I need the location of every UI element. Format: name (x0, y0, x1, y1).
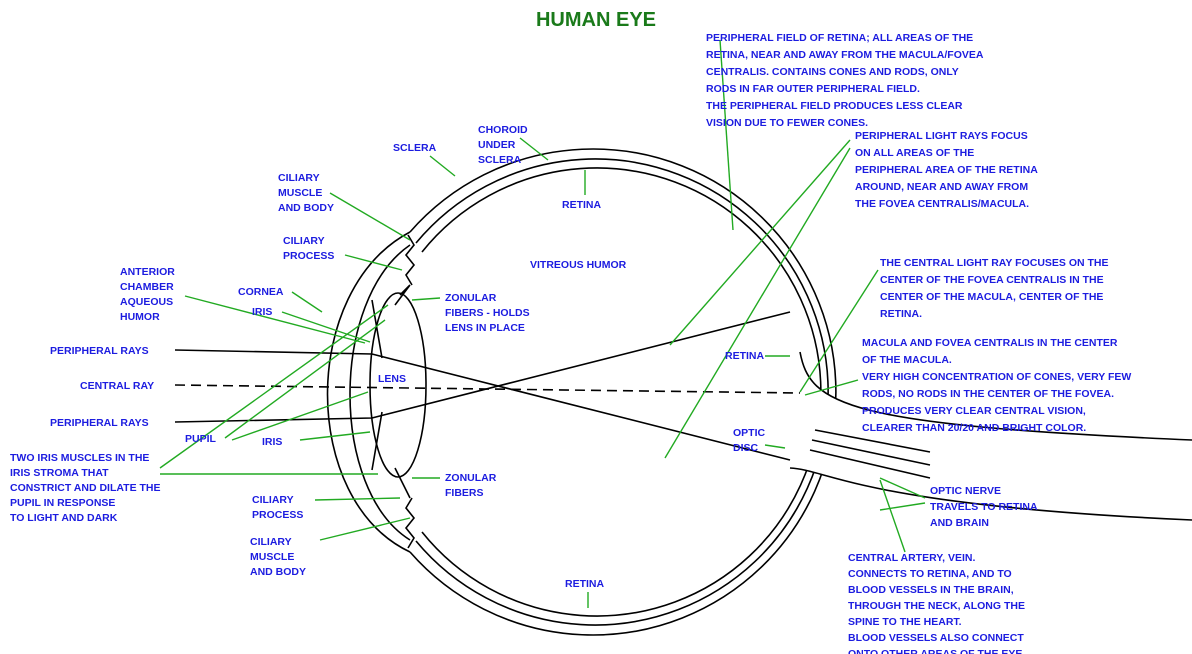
label: VISION DUE TO FEWER CONES. (706, 117, 868, 129)
label: CENTER OF THE MACULA, CENTER OF THE (880, 291, 1103, 303)
label: MUSCLE (278, 187, 322, 199)
label: CILIARY (250, 536, 292, 548)
label: OPTIC NERVE (930, 485, 1001, 497)
label: CLEARER THAN 20/20 AND BRIGHT COLOR. (862, 422, 1086, 434)
label: LENS IN PLACE (445, 322, 525, 334)
label: PUPIL IN RESPONSE (10, 497, 115, 509)
label: CHOROID (478, 124, 528, 136)
retina (422, 168, 821, 616)
label: TO LIGHT AND DARK (10, 512, 118, 524)
label: FIBERS (445, 487, 484, 499)
label: IRIS (262, 436, 282, 448)
label: VITREOUS HUMOR (530, 259, 627, 271)
label: CHAMBER (120, 281, 174, 293)
label: AROUND, NEAR AND AWAY FROM (855, 181, 1028, 193)
ciliary-body (406, 235, 414, 548)
cornea-inner (350, 245, 410, 540)
label: MACULA AND FOVEA CENTRALIS IN THE CENTER (862, 337, 1118, 349)
label: ZONULAR (445, 472, 497, 484)
label: PERIPHERAL FIELD OF RETINA; ALL AREAS OF… (706, 32, 973, 44)
label: CILIARY (252, 494, 294, 506)
label: HUMOR (120, 311, 160, 323)
label: AND BODY (278, 202, 334, 214)
label: RODS IN FAR OUTER PERIPHERAL FIELD. (706, 83, 920, 95)
label: ONTO OTHER AREAS OF THE EYE. (848, 648, 1025, 654)
label: PROCESS (283, 250, 334, 262)
title: HUMAN EYE (536, 9, 656, 31)
label: FIBERS - HOLDS (445, 307, 530, 319)
label: PERIPHERAL LIGHT RAYS FOCUS (855, 130, 1028, 142)
label: THE PERIPHERAL FIELD PRODUCES LESS CLEAR (706, 100, 963, 112)
label: THE FOVEA CENTRALIS/MACULA. (855, 198, 1029, 210)
label: RETINA (562, 199, 602, 211)
lens (370, 293, 426, 477)
label: SCLERA (393, 142, 437, 154)
label: IRIS STROMA THAT (10, 467, 109, 479)
label: PROCESS (252, 509, 303, 521)
label: CENTRAL ARTERY, VEIN. (848, 552, 975, 564)
label: AND BODY (250, 566, 306, 578)
label: CORNEA (238, 286, 284, 298)
label: AND BRAIN (930, 517, 989, 529)
label: AQUEOUS (120, 296, 173, 308)
label: DISC (733, 442, 759, 454)
label: PERIPHERAL RAYS (50, 417, 149, 429)
label: RETINA (725, 350, 765, 362)
label: RETINA (565, 578, 605, 590)
label: RETINA, NEAR AND AWAY FROM THE MACULA/FO… (706, 49, 984, 61)
label: CENTRALIS. CONTAINS CONES AND RODS, ONLY (706, 66, 959, 78)
label: BLOOD VESSELS IN THE BRAIN, (848, 584, 1014, 596)
label: PERIPHERAL AREA OF THE RETINA (855, 164, 1038, 176)
label: PERIPHERAL RAYS (50, 345, 149, 357)
label: CILIARY (283, 235, 325, 247)
label: PRODUCES VERY CLEAR CENTRAL VISION, (862, 405, 1086, 417)
label: RETINA. (880, 308, 922, 320)
label: VERY HIGH CONCENTRATION OF CONES, VERY F… (862, 371, 1131, 383)
label: CILIARY (278, 172, 320, 184)
label: MUSCLE (250, 551, 294, 563)
label: THROUGH THE NECK, ALONG THE (848, 600, 1025, 612)
label: CENTRAL RAY (80, 380, 154, 392)
label: ON ALL AREAS OF THE (855, 147, 974, 159)
label: OF THE MACULA. (862, 354, 952, 366)
label: LENS (378, 373, 406, 385)
label: ANTERIOR (120, 266, 175, 278)
label: SPINE TO THE HEART. (848, 616, 962, 628)
choroid (416, 159, 828, 625)
zonules (395, 285, 410, 498)
label: OPTIC (733, 427, 766, 439)
label: CENTER OF THE FOVEA CENTRALIS IN THE (880, 274, 1104, 286)
label: CONNECTS TO RETINA, AND TO (848, 568, 1012, 580)
label: ZONULAR (445, 292, 497, 304)
label: BLOOD VESSELS ALSO CONNECT (848, 632, 1024, 644)
label: IRIS (252, 306, 272, 318)
label: PUPIL (185, 433, 217, 445)
label: CONSTRICT AND DILATE THE (10, 482, 161, 494)
label: TRAVELS TO RETINA (930, 501, 1038, 513)
eye-diagram: HUMAN EYE PERIPHERAL FIELD OF RETINA; AL… (0, 0, 1192, 654)
label: TWO IRIS MUSCLES IN THE (10, 452, 149, 464)
cornea-outer (328, 232, 411, 552)
label: RODS, NO RODS IN THE CENTER OF THE FOVEA… (862, 388, 1114, 400)
label: THE CENTRAL LIGHT RAY FOCUSES ON THE (880, 257, 1109, 269)
label: UNDER (478, 139, 516, 151)
label: SCLERA (478, 154, 522, 166)
